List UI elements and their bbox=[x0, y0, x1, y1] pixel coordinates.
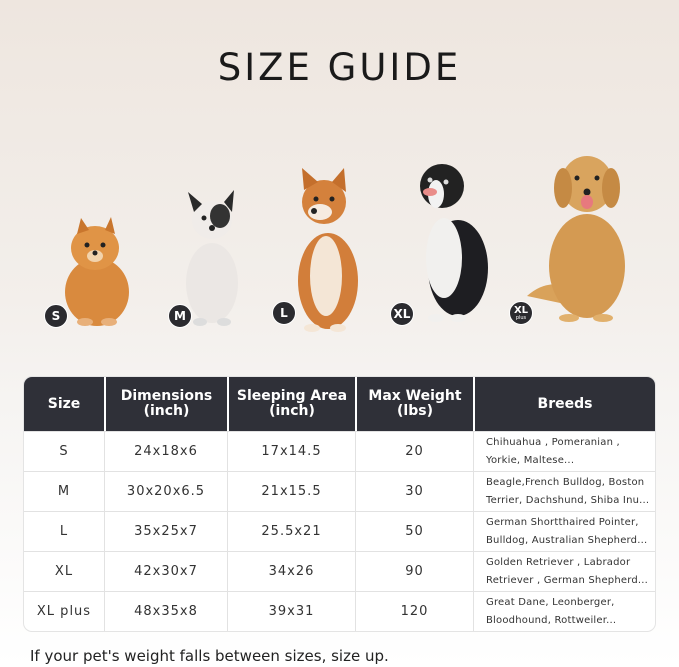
cell-weight: 50 bbox=[355, 511, 473, 551]
badge-label: XL bbox=[393, 307, 411, 321]
header-dimensions: Dimensions (inch) bbox=[104, 377, 227, 431]
header-size: Size bbox=[24, 377, 104, 431]
cell-breeds: German Shortthaired Pointer, Bulldog, Aus… bbox=[473, 511, 655, 551]
badge-sub-label: plus bbox=[515, 314, 527, 321]
cell-breeds: Great Dane, Leonberger, Bloodhound, Rottw… bbox=[473, 591, 655, 631]
size-badge-l: L bbox=[272, 301, 296, 325]
badge-label: L bbox=[280, 306, 288, 320]
size-badge-s: S bbox=[44, 304, 68, 328]
cell-size: S bbox=[24, 431, 104, 471]
size-badge-m: M bbox=[168, 304, 192, 328]
table-header-row: Size Dimensions (inch) Sleeping Area (inch… bbox=[24, 377, 655, 431]
size-table: Size Dimensions (inch) Sleeping Area (inch… bbox=[24, 377, 655, 631]
badge-label: S bbox=[51, 309, 61, 323]
cell-breeds: Beagle,French Bulldog, Boston Terrier, Da… bbox=[473, 471, 655, 511]
cell-weight: 120 bbox=[355, 591, 473, 631]
cell-size: XL plus bbox=[24, 591, 104, 631]
cell-size: XL bbox=[24, 551, 104, 591]
cell-size: M bbox=[24, 471, 104, 511]
cell-sleeping: 17x14.5 bbox=[227, 431, 355, 471]
cell-breeds: Golden Retriever , Labrador Retriever , G… bbox=[473, 551, 655, 591]
cell-dimensions: 48x35x8 bbox=[104, 591, 227, 631]
border-collie-image bbox=[420, 164, 488, 322]
table-row: M 30x20x6.5 21x15.5 30 Beagle,French Bulldog… bbox=[24, 471, 655, 511]
cell-dimensions: 24x18x6 bbox=[104, 431, 227, 471]
header-max-weight: Max Weight (lbs) bbox=[355, 377, 473, 431]
cell-sleeping: 39x31 bbox=[227, 591, 355, 631]
cell-sleeping: 21x15.5 bbox=[227, 471, 355, 511]
page-title: SIZE GUIDE bbox=[217, 46, 462, 89]
french-bulldog-image bbox=[186, 190, 238, 326]
header-breeds: Breeds bbox=[473, 377, 655, 431]
badge-label: M bbox=[174, 309, 186, 323]
size-badge-xl-plus: XL plus bbox=[509, 301, 533, 325]
cell-sleeping: 34x26 bbox=[227, 551, 355, 591]
cell-weight: 30 bbox=[355, 471, 473, 511]
cell-dimensions: 42x30x7 bbox=[104, 551, 227, 591]
cell-weight: 20 bbox=[355, 431, 473, 471]
sizing-note: If your pet's weight falls between sizes… bbox=[30, 647, 389, 665]
table-row: XL 42x30x7 34x26 90 Golden Retriever , Labra… bbox=[24, 551, 655, 591]
header-sleeping-area: Sleeping Area (inch) bbox=[227, 377, 355, 431]
cell-breeds: Chihuahua , Pomeranian , Yorkie, Maltese.… bbox=[473, 431, 655, 471]
badge-label: XL bbox=[513, 304, 529, 316]
table-row: L 35x25x7 25.5x21 50 German Shortthaired Poi… bbox=[24, 511, 655, 551]
table-row: S 24x18x6 17x14.5 20 Chihuahua , Pomeranian … bbox=[24, 431, 655, 471]
cell-sleeping: 25.5x21 bbox=[227, 511, 355, 551]
cell-size: L bbox=[24, 511, 104, 551]
cell-dimensions: 35x25x7 bbox=[104, 511, 227, 551]
table-row: XL plus 48x35x8 39x31 120 Great Dane, Leonbe… bbox=[24, 591, 655, 631]
pomeranian-image bbox=[65, 217, 129, 326]
shiba-inu-image bbox=[298, 168, 358, 332]
golden-retriever-image bbox=[527, 156, 625, 322]
size-badge-xl: XL bbox=[390, 302, 414, 326]
cell-weight: 90 bbox=[355, 551, 473, 591]
cell-dimensions: 30x20x6.5 bbox=[104, 471, 227, 511]
